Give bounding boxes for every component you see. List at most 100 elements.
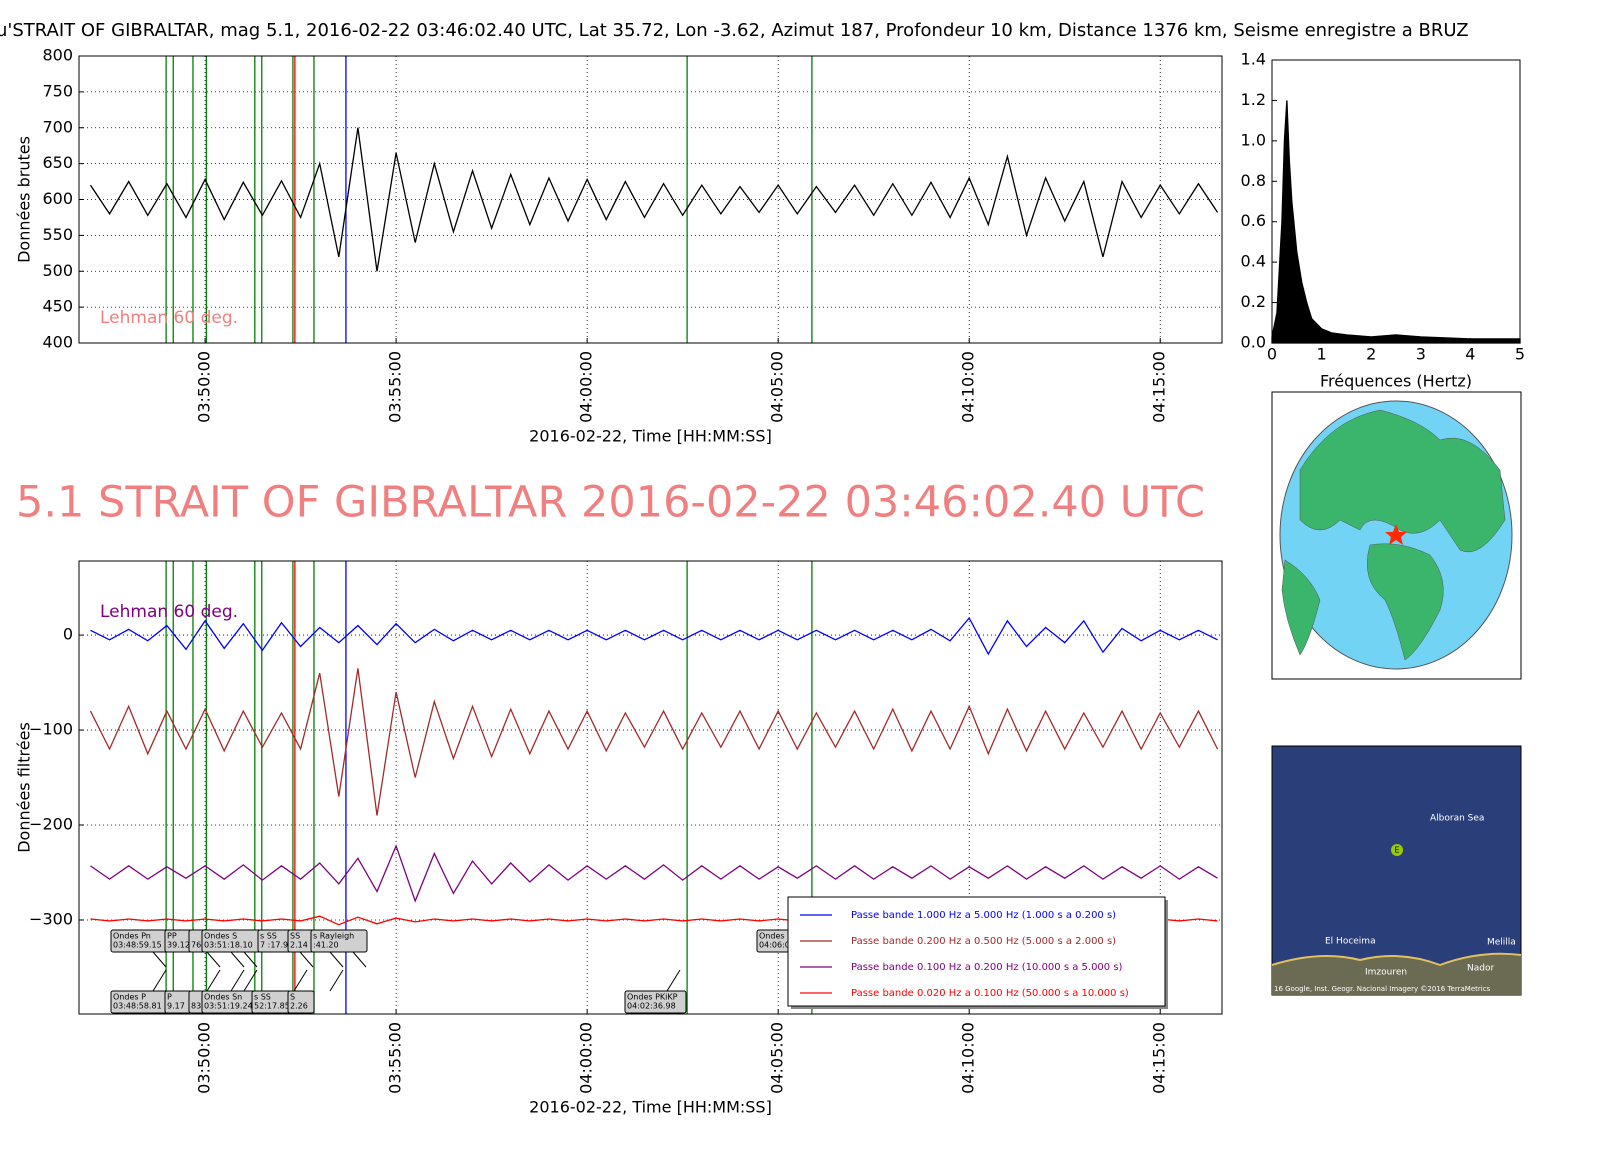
- y-tick-label: 800: [42, 46, 73, 65]
- annotation-box: [624, 990, 687, 1014]
- x-tick-label: 03:50:00: [195, 1022, 214, 1094]
- x-tick-label: 04:15:00: [1150, 351, 1169, 423]
- annotation-arrow: [152, 969, 167, 992]
- y-tick-label: 0.6: [1241, 211, 1266, 230]
- x-tick-label: 5: [1515, 345, 1525, 364]
- x-tick-label: 04:00:00: [577, 1022, 596, 1094]
- annotation-text: Ondes P: [113, 993, 146, 1002]
- x-tick-label: 03:55:00: [386, 1022, 405, 1094]
- x-tick-label: 2: [1366, 345, 1376, 364]
- x-tick-label: 03:50:00: [195, 351, 214, 423]
- annotation-text: Ondes Pn: [113, 932, 151, 941]
- annotation-text: 2.26: [290, 1002, 308, 1011]
- annotation-arrow: [329, 969, 344, 992]
- annotation-text: 04:06:0: [759, 941, 790, 950]
- note: Lehman 60 deg.: [100, 602, 238, 622]
- annotation-text: :41.20: [313, 941, 339, 950]
- series-line: [89, 668, 1219, 816]
- map-label: Nador: [1467, 964, 1494, 974]
- annotation-text: 03:51:19.24: [204, 1002, 253, 1011]
- x-tick-label: 04:05:00: [768, 351, 787, 423]
- annotation-text: Ondes: [759, 932, 785, 941]
- annotation-text: PP: [167, 932, 177, 941]
- annotation-box: [310, 929, 368, 953]
- y-tick-label: 1.4: [1241, 50, 1266, 69]
- plot-frame: [78, 560, 1223, 1015]
- y-tick-label: −200: [29, 815, 73, 834]
- event-title: 5.1 STRAIT OF GIBRALTAR 2016-02-22 03:46…: [16, 478, 1205, 528]
- annotation-text: s SS: [260, 932, 277, 941]
- legend-label: Passe bande 0.200 Hz a 0.500 Hz (5.000 s…: [851, 936, 1116, 947]
- y-tick-label: 650: [42, 153, 73, 172]
- x-tick-label: 04:05:00: [768, 1022, 787, 1094]
- y-tick-label: 600: [42, 189, 73, 208]
- x-tick-label: 04:10:00: [959, 351, 978, 423]
- annotation-text: 7 :17.95: [260, 941, 293, 950]
- annotation-text: SS: [290, 932, 300, 941]
- x-tick-label: 4: [1465, 345, 1475, 364]
- annotation-arrow: [206, 969, 221, 992]
- y-tick-label: 0.4: [1241, 252, 1266, 271]
- x-tick-label: 03:55:00: [386, 351, 405, 423]
- annotation-text: 04:02:36.98: [627, 1002, 676, 1011]
- annotation-text: 03:51:18.10: [204, 941, 253, 950]
- x-axis-label: Fréquences (Hertz): [1320, 372, 1472, 391]
- legend-box: [787, 896, 1166, 1007]
- annotation-text: Ondes Sn: [204, 993, 242, 1002]
- legend-label: Passe bande 0.020 Hz a 0.100 Hz (50.000 …: [851, 988, 1129, 999]
- x-tick-label: 04:00:00: [577, 351, 596, 423]
- annotation-text: 83: [191, 1002, 201, 1011]
- y-tick-label: −100: [29, 720, 73, 739]
- annotation-text: 03:48:58.81: [113, 1002, 162, 1011]
- legend-label: Passe bande 0.100 Hz a 0.200 Hz (10.000 …: [851, 962, 1123, 973]
- annotation-text: P: [167, 993, 172, 1002]
- x-tick-label: 04:10:00: [959, 1022, 978, 1094]
- annotation-text: 52:17.85: [254, 1002, 290, 1011]
- annotation-text: Ondes PKiKP: [627, 993, 678, 1002]
- annotation-arrow: [230, 969, 245, 992]
- annotation-text: 39.12: [167, 941, 190, 950]
- y-tick-label: 500: [42, 261, 73, 280]
- annotation-text: s SS: [254, 993, 271, 1002]
- y-tick-label: 400: [42, 333, 73, 352]
- satellite-map: Alboran Sea E El Hoceima Melilla Imzoure…: [1271, 745, 1522, 996]
- y-tick-label: 1.0: [1241, 130, 1266, 149]
- map-pin: E: [1394, 846, 1399, 855]
- annotation-arrow: [206, 951, 221, 968]
- y-tick-label: 550: [42, 225, 73, 244]
- y-tick-label: 450: [42, 297, 73, 316]
- x-tick-label: 04:15:00: [1150, 1022, 1169, 1094]
- y-tick-label: 700: [42, 117, 73, 136]
- annotation-arrow: [352, 951, 367, 968]
- series-line: [89, 127, 1219, 272]
- legend-label: Passe bande 1.000 Hz a 5.000 Hz (1.000 s…: [851, 910, 1116, 921]
- annotation-arrow: [230, 951, 245, 968]
- series-line: [90, 844, 1218, 903]
- annotation-arrow: [152, 951, 167, 968]
- annotation-arrow: [243, 951, 258, 968]
- y-tick-label: 750: [42, 81, 73, 100]
- annotation-arrow: [299, 951, 314, 968]
- plot-frame: [1271, 59, 1521, 344]
- note: Lehman 60 deg.: [100, 308, 238, 328]
- annotation-arrow: [243, 969, 258, 992]
- annotation-text: 9.17: [167, 1002, 185, 1011]
- annotation-text: 03:48:59.15: [113, 941, 162, 950]
- x-axis-label: 2016-02-22, Time [HH:MM:SS]: [529, 427, 772, 446]
- map-credit: 16 Google, Inst. Geogr. Nacional Imagery…: [1274, 985, 1491, 993]
- map-label: Alboran Sea: [1430, 814, 1484, 824]
- x-tick-label: 0: [1267, 345, 1277, 364]
- x-tick-label: 3: [1416, 345, 1426, 364]
- y-axis-label: Données brutes: [15, 136, 34, 263]
- y-tick-label: 0.2: [1241, 292, 1266, 311]
- plot-frame: [78, 55, 1223, 344]
- map-label: Imzouren: [1365, 968, 1407, 978]
- series-line: [1271, 100, 1521, 344]
- annotation-box: [287, 990, 315, 1014]
- annotation-text: Ondes S: [204, 932, 237, 941]
- globe: [1271, 391, 1522, 680]
- y-tick-label: 1.2: [1241, 90, 1266, 109]
- y-tick-label: −300: [29, 909, 73, 928]
- x-axis-label: 2016-02-22, Time [HH:MM:SS]: [529, 1098, 772, 1117]
